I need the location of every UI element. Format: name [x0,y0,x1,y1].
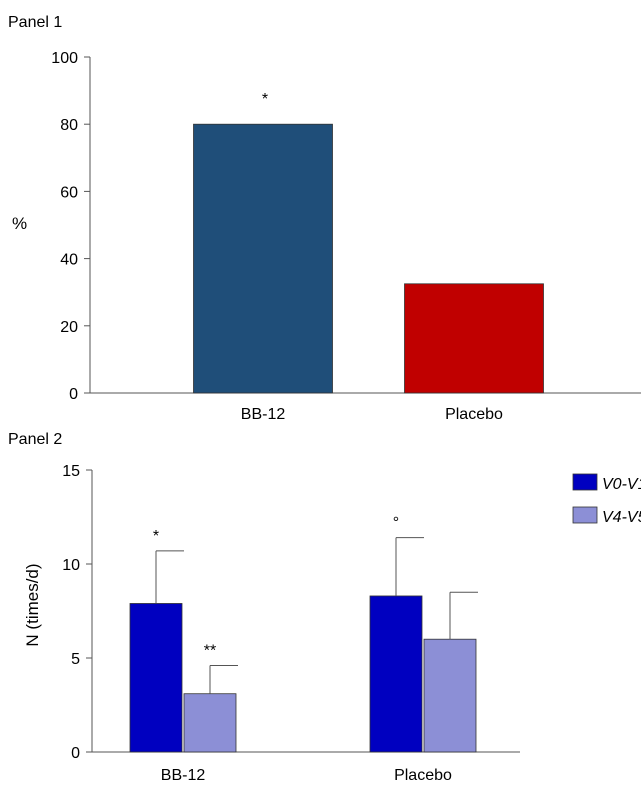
panel-2: Panel 2 N (times/d) 0 5 10 15 BB-12 Placebo *… [8,431,641,784]
panel-2-y-tick-label: 10 [62,557,80,574]
panel-1-label: Panel 1 [8,14,62,31]
panel-1-y-tick-label: 80 [60,117,78,134]
panel-2-legend-label: V4-V5 [602,509,641,526]
panel-2-bar [129,603,183,753]
panel-2-y-tick-label: 0 [71,745,80,762]
panel-1-y-axis-label: % [12,214,27,233]
panel-1-y-tick-label: 20 [60,319,78,336]
panel-2-x-tick-label: BB-12 [161,767,206,784]
panel-2-y-axis-label: N (times/d) [23,563,42,646]
panel-2-legend: V0-V1 V4-V5 [572,473,641,526]
panel-2-legend-label: V0-V1 [602,476,641,493]
panel-1-significance-marker: * [262,91,268,108]
panel-1-y-tick-label: 60 [60,184,78,201]
panel-1-bars: * [193,91,544,394]
panel-2-bars: ***° [129,515,478,753]
panel-1-axes: 0 20 40 60 80 100 BB-12 Placebo [51,50,641,423]
panel-1-y-tick-label: 40 [60,252,78,269]
panel-1-x-tick-label: Placebo [445,406,503,423]
panel-2-legend-swatch [572,506,598,524]
panel-1-x-tick-label: BB-12 [241,406,286,423]
panel-2-bar [423,638,477,753]
panel-1: Panel 1 % 0 20 40 60 80 100 BB-12 Placebo * [8,14,641,423]
panel-2-bar [369,595,423,753]
panel-1-y-tick-label: 0 [69,386,78,403]
panel-2-y-tick-label: 15 [62,463,80,480]
panel-2-label: Panel 2 [8,431,62,448]
panel-2-legend-swatch [572,473,598,491]
panel-2-significance-marker: ° [393,515,399,532]
panel-2-significance-marker: ** [204,643,216,660]
panel-2-bar [183,693,237,753]
panel-2-y-tick-label: 5 [71,651,80,668]
panel-1-bar [404,283,544,394]
panel-2-x-tick-label: Placebo [394,767,452,784]
panel-2-significance-marker: * [153,528,159,545]
panel-1-bar [193,123,333,394]
panel-1-y-tick-label: 100 [51,50,78,67]
